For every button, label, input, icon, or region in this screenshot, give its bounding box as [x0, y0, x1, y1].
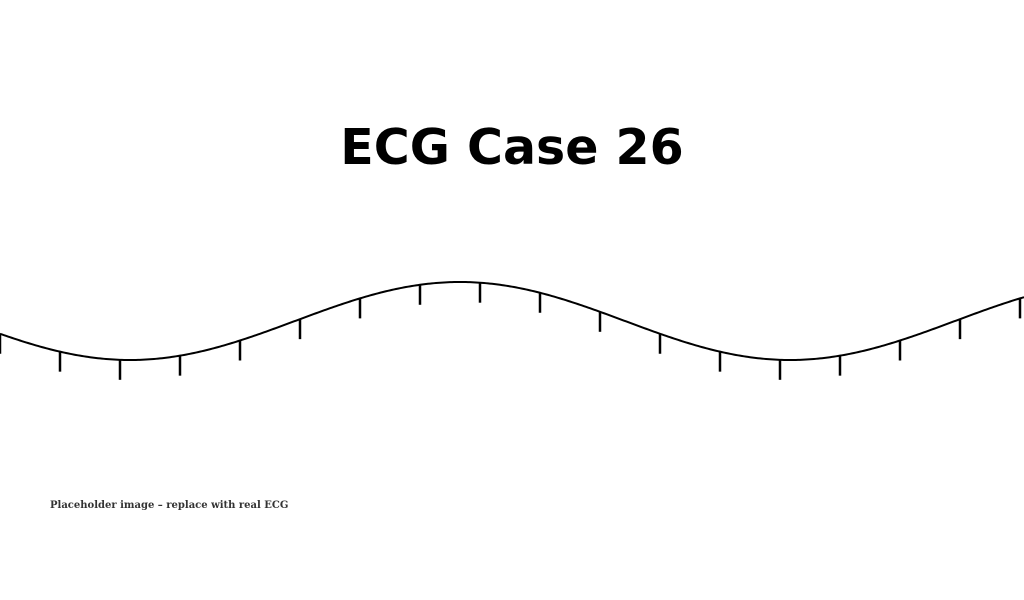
page-title: ECG Case 26: [340, 119, 684, 176]
waveform-line: [0, 280, 1024, 362]
waveform-tick-marks: [0, 282, 1022, 380]
placeholder-caption: Placeholder image – replace with real EC…: [50, 500, 289, 511]
